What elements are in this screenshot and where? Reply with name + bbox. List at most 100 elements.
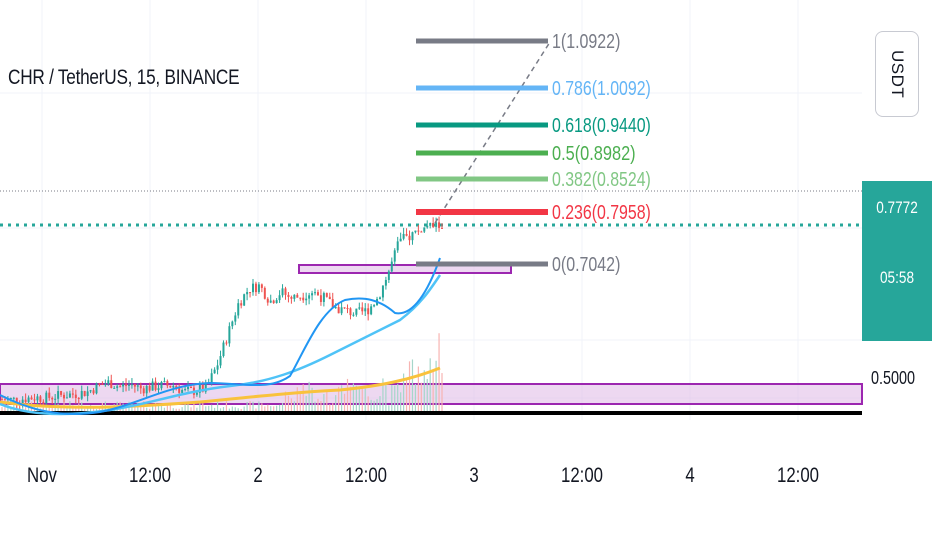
candle-body <box>263 287 266 299</box>
candle-body <box>95 383 98 394</box>
candle-body <box>89 390 92 392</box>
volume-bar <box>205 406 207 411</box>
volume-bar <box>364 388 366 411</box>
candle-body <box>92 390 95 394</box>
volume-bar <box>51 407 53 411</box>
volume-bar <box>332 403 334 411</box>
candle-body <box>420 231 423 233</box>
volume-bar <box>420 382 422 411</box>
volume-bar <box>214 407 216 411</box>
volume-bar <box>367 396 369 411</box>
candle-body <box>316 292 319 296</box>
candle-body <box>438 222 441 228</box>
candle-body <box>39 396 42 402</box>
candle-body <box>133 384 136 387</box>
volume-bar <box>163 407 166 411</box>
volume-bar <box>169 403 171 411</box>
candle-body <box>284 288 287 295</box>
volume-bar <box>231 406 233 411</box>
candle-body <box>432 223 435 227</box>
candle-body <box>204 383 207 392</box>
volume-bar <box>1 407 3 411</box>
volume-bar <box>432 372 434 411</box>
volume-bar <box>385 385 387 411</box>
candle-body <box>77 397 80 399</box>
candle-body <box>101 383 104 385</box>
candle-body <box>80 391 83 399</box>
volume-bar <box>370 399 372 411</box>
volume-bar <box>75 406 77 411</box>
candle-body <box>15 397 18 404</box>
volume-bar <box>302 384 304 411</box>
symbol-title: CHR / TetherUS, 15, BINANCE <box>8 66 240 89</box>
volume-bar <box>273 406 275 411</box>
fib-label-0_618: 0.618(0.9440) <box>552 115 651 137</box>
volume-bar <box>211 404 213 411</box>
candle-body <box>160 381 163 389</box>
volume-bar <box>270 406 272 411</box>
candle-body <box>305 298 308 301</box>
candle-body <box>45 392 48 403</box>
candle-body <box>384 279 387 286</box>
volume-bar <box>358 388 360 411</box>
candle-body <box>325 293 328 297</box>
candle-body <box>340 307 343 314</box>
candle-body <box>414 230 417 233</box>
volume-bar <box>296 387 298 411</box>
candle-body <box>266 298 269 303</box>
fib-label-0_5: 0.5(0.8982) <box>552 143 636 165</box>
volume-bar <box>154 403 157 411</box>
candle-body <box>71 393 74 395</box>
candle-body <box>228 326 231 344</box>
volume-bar <box>441 373 443 411</box>
volume-bar <box>219 408 222 411</box>
candle-body <box>293 294 296 299</box>
volume-bar <box>196 407 198 411</box>
volume-bar <box>240 408 242 411</box>
volume-bar <box>166 404 168 411</box>
volume-bar <box>281 403 284 411</box>
candle-body <box>184 389 187 391</box>
candle-body <box>178 388 181 393</box>
candle-body <box>172 386 175 388</box>
candle-body <box>3 399 6 401</box>
volume-bar <box>178 408 180 411</box>
last-price-label: 0.7772 <box>876 198 918 217</box>
candle-body <box>107 380 110 385</box>
volume-bar <box>391 384 393 411</box>
x-tick-label: 12:00 <box>776 464 820 487</box>
candle-body <box>429 223 432 226</box>
volume-bar <box>438 333 440 411</box>
volume-bar <box>98 408 101 411</box>
candle-body <box>269 300 272 303</box>
candle-body <box>311 293 314 296</box>
volume-bar <box>60 406 62 411</box>
candle-body <box>57 391 60 399</box>
volume-bar <box>408 361 411 411</box>
volume-bar <box>338 386 340 411</box>
volume-bar <box>355 385 357 411</box>
candle-body <box>411 232 414 241</box>
volume-bar <box>414 383 417 411</box>
candle-body <box>343 307 346 309</box>
candle-body <box>127 384 130 386</box>
candle-body <box>355 308 358 315</box>
x-tick-label: 3 <box>469 464 479 487</box>
candle-body <box>399 238 402 242</box>
candle-body <box>373 305 376 307</box>
candle-body <box>299 297 302 299</box>
currency-button[interactable]: USDT <box>875 31 919 117</box>
candle-body <box>378 297 381 299</box>
volume-bar <box>394 385 396 411</box>
volume-bar <box>429 358 431 411</box>
volume-bar <box>388 405 390 411</box>
volume-bar <box>314 401 316 411</box>
volume-bar <box>234 407 236 411</box>
volume-bar <box>311 387 313 411</box>
candle-body <box>222 342 225 357</box>
candle-body <box>234 315 237 322</box>
candle-body <box>370 306 373 315</box>
currency-label: USDT <box>888 49 907 99</box>
